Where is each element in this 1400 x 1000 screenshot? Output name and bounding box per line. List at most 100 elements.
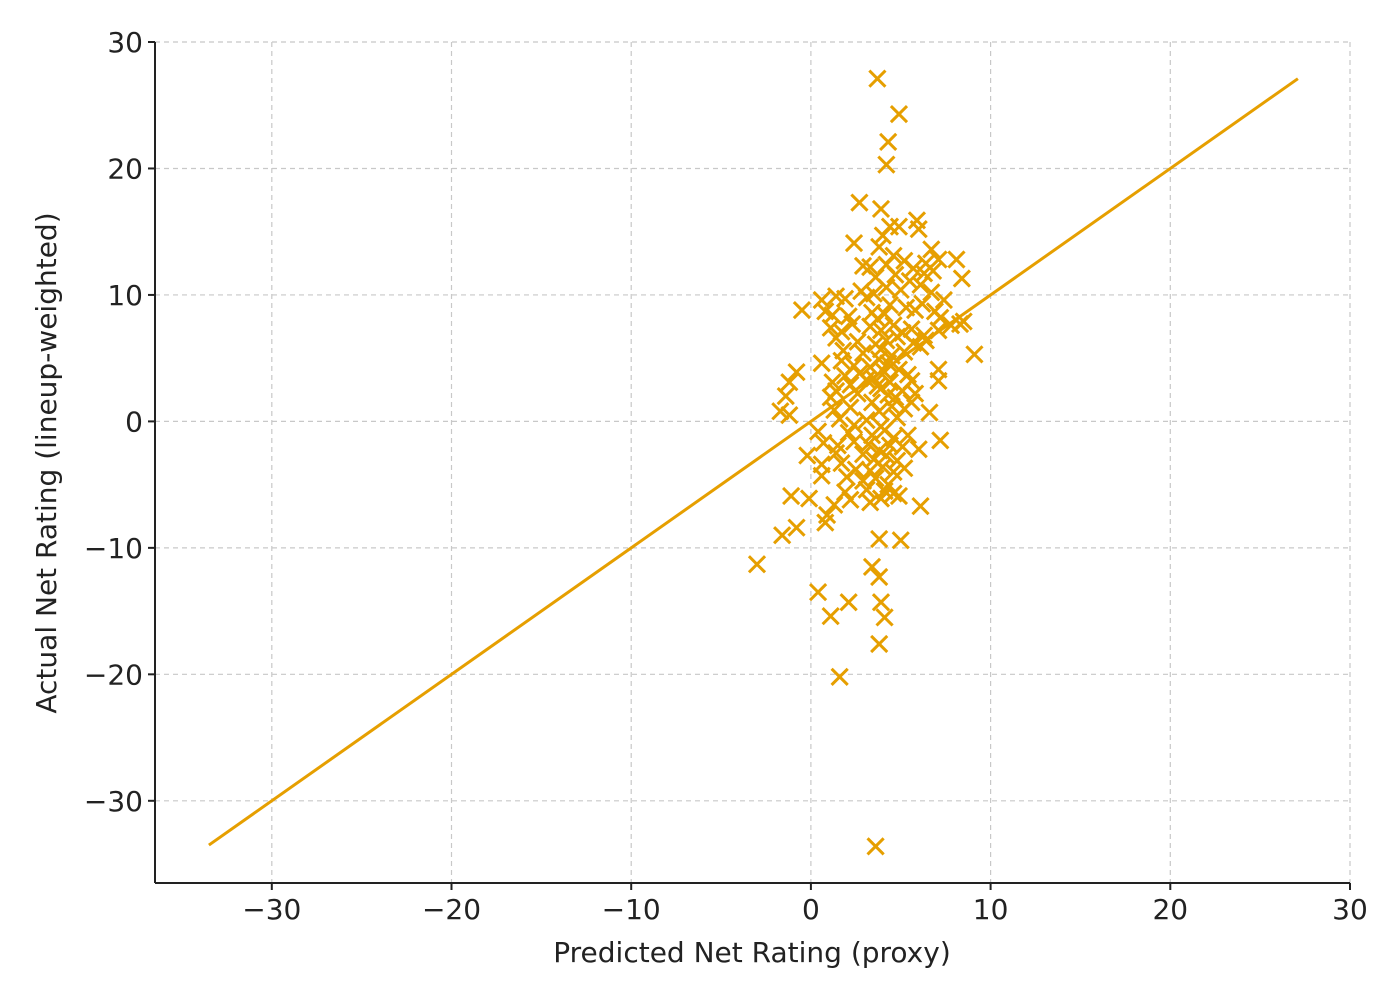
data-point [888, 327, 907, 346]
data-point [825, 495, 844, 514]
data-point [868, 69, 887, 88]
data-point [747, 555, 767, 574]
data-point [866, 469, 885, 488]
data-point [862, 557, 882, 576]
x-tick-label: 20 [1152, 893, 1188, 926]
data-point [871, 593, 891, 612]
y-tick-label: −20 [84, 658, 143, 691]
data-point [821, 607, 840, 626]
data-point [879, 132, 898, 152]
data-point [787, 362, 806, 382]
data-point [821, 318, 840, 337]
data-point [904, 259, 923, 278]
data-point [843, 314, 862, 334]
data-point [877, 155, 896, 174]
data-point [835, 366, 855, 385]
x-axis-label: Predicted Net Rating (proxy) [553, 936, 951, 969]
data-point [911, 275, 930, 294]
tick-labels: −30 −20 −10 0 10 20 30 −30 −20 −10 0 10 20 30 [84, 26, 1368, 926]
data-point [848, 384, 867, 403]
data-point [861, 461, 880, 480]
data-point [814, 433, 833, 453]
data-point [798, 446, 817, 465]
data-point [934, 290, 954, 310]
data-point [866, 837, 885, 856]
data-point [870, 529, 889, 549]
data-point [812, 466, 831, 485]
x-tick-label: 10 [973, 893, 1009, 926]
data-point [821, 388, 840, 407]
data-point [897, 298, 916, 317]
data-point [870, 634, 889, 654]
data-point [920, 403, 939, 422]
data-point [808, 422, 828, 441]
data-point [792, 300, 812, 320]
data-point [850, 193, 869, 212]
data-point [895, 459, 914, 478]
data-point [844, 233, 864, 253]
data-point [861, 257, 880, 277]
y-tick-label: −10 [84, 532, 143, 565]
data-point [853, 445, 873, 464]
data-point [864, 284, 883, 303]
data-point [832, 454, 851, 473]
data-point [875, 362, 894, 382]
data-point [780, 405, 799, 425]
data-point [871, 489, 891, 508]
data-point [870, 441, 889, 460]
data-point [954, 312, 973, 331]
data-point [947, 250, 966, 269]
data-point [776, 386, 795, 406]
data-point [880, 295, 900, 315]
data-point [889, 217, 909, 236]
data-point [823, 373, 842, 392]
data-point [839, 593, 858, 612]
data-point [812, 354, 831, 373]
data-point [830, 667, 849, 686]
grid [155, 41, 1351, 883]
data-point [861, 317, 880, 336]
data-point [891, 531, 910, 550]
data-point [952, 269, 971, 288]
y-tick-label: 30 [107, 26, 143, 59]
reference-line-group [208, 77, 1299, 847]
data-point [922, 240, 941, 259]
data-point [909, 440, 928, 459]
axes [148, 41, 1351, 890]
data-point [911, 497, 930, 516]
data-point [875, 304, 894, 324]
data-point [886, 388, 905, 407]
x-tick-label: −30 [242, 893, 301, 926]
data-point [844, 416, 864, 435]
x-tick-label: 0 [802, 893, 820, 926]
data-point [844, 432, 864, 451]
data-point [841, 490, 860, 509]
data-point [857, 370, 876, 389]
data-point [909, 220, 928, 239]
data-point [826, 443, 846, 463]
data-points [747, 69, 984, 856]
data-point [911, 337, 930, 356]
reference-line [208, 77, 1299, 847]
x-tick-label: −10 [602, 893, 661, 926]
y-tick-label: 10 [107, 279, 143, 312]
data-point [929, 321, 948, 340]
data-point [830, 409, 849, 428]
data-point [922, 283, 941, 302]
y-tick-label: −30 [84, 785, 143, 818]
data-point [782, 486, 801, 506]
data-point [861, 493, 880, 512]
data-point [877, 331, 896, 350]
data-point [787, 518, 806, 537]
data-point [875, 608, 894, 627]
data-point [884, 462, 903, 482]
y-tick-label: 20 [107, 152, 143, 185]
data-point [929, 250, 948, 269]
data-point [870, 402, 889, 421]
data-point [870, 350, 889, 369]
data-point [886, 265, 905, 284]
data-point [853, 343, 873, 363]
data-point [923, 261, 943, 281]
